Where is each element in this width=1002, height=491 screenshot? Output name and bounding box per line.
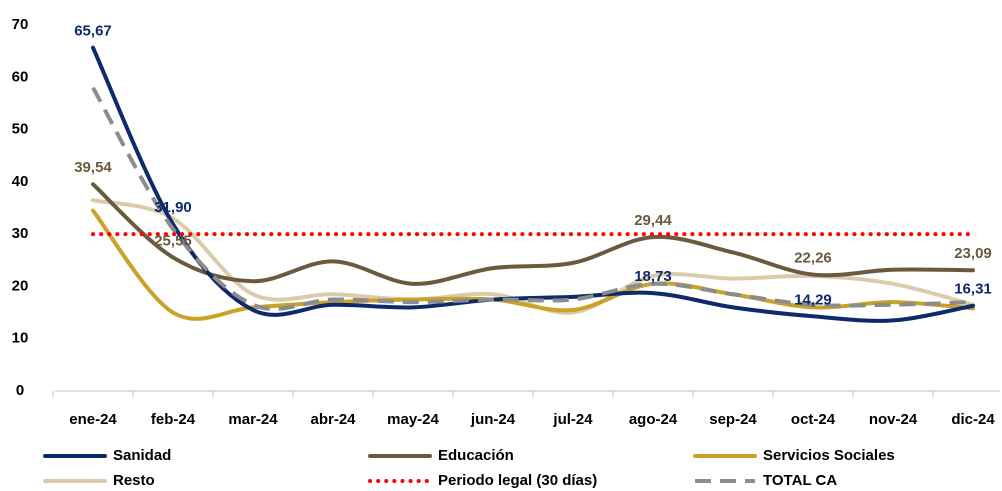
y-tick-label: 20 xyxy=(12,277,29,294)
x-tick-label: sep-24 xyxy=(709,411,757,428)
legend-label: Sanidad xyxy=(113,447,171,464)
x-tick-label: oct-24 xyxy=(791,411,836,428)
data-label: 65,67 xyxy=(74,23,112,40)
x-tick-label: jul-24 xyxy=(552,411,593,428)
legend-label: Resto xyxy=(113,472,155,489)
y-tick-label: 10 xyxy=(12,330,29,347)
x-tick-label: ago-24 xyxy=(629,411,678,428)
x-tick-label: ene-24 xyxy=(69,411,117,428)
x-tick-label: mar-24 xyxy=(228,411,278,428)
series-line xyxy=(91,208,975,321)
y-tick-label: 40 xyxy=(12,173,29,190)
data-label: 16,31 xyxy=(954,281,992,298)
data-label: 29,44 xyxy=(634,212,672,229)
data-label: 23,09 xyxy=(954,245,992,262)
legend-label: Servicios Sociales xyxy=(763,447,895,464)
data-label: 31,90 xyxy=(154,199,192,216)
y-tick-label: 50 xyxy=(12,121,29,138)
data-label: 39,54 xyxy=(74,159,112,176)
y-tick-label: 30 xyxy=(12,225,29,242)
x-tick-label: abr-24 xyxy=(310,411,356,428)
data-label: 22,26 xyxy=(794,250,832,267)
series-line xyxy=(91,86,974,311)
x-tick-label: jun-24 xyxy=(470,411,516,428)
legend-label: Periodo legal (30 días) xyxy=(438,472,597,489)
y-tick-label: 70 xyxy=(12,16,29,33)
x-tick-label: nov-24 xyxy=(869,411,918,428)
x-tick-label: dic-24 xyxy=(951,411,995,428)
x-tick-label: feb-24 xyxy=(151,411,196,428)
legend-label: TOTAL CA xyxy=(763,472,837,489)
legend-label: Educación xyxy=(438,447,514,464)
data-label: 14,29 xyxy=(794,291,832,308)
series-line xyxy=(91,182,975,286)
y-tick-label: 60 xyxy=(12,68,29,85)
x-tick-label: may-24 xyxy=(387,411,439,428)
data-label: 18,73 xyxy=(634,268,672,285)
y-tick-label: 0 xyxy=(16,382,24,399)
data-label: 25,55 xyxy=(154,232,192,249)
